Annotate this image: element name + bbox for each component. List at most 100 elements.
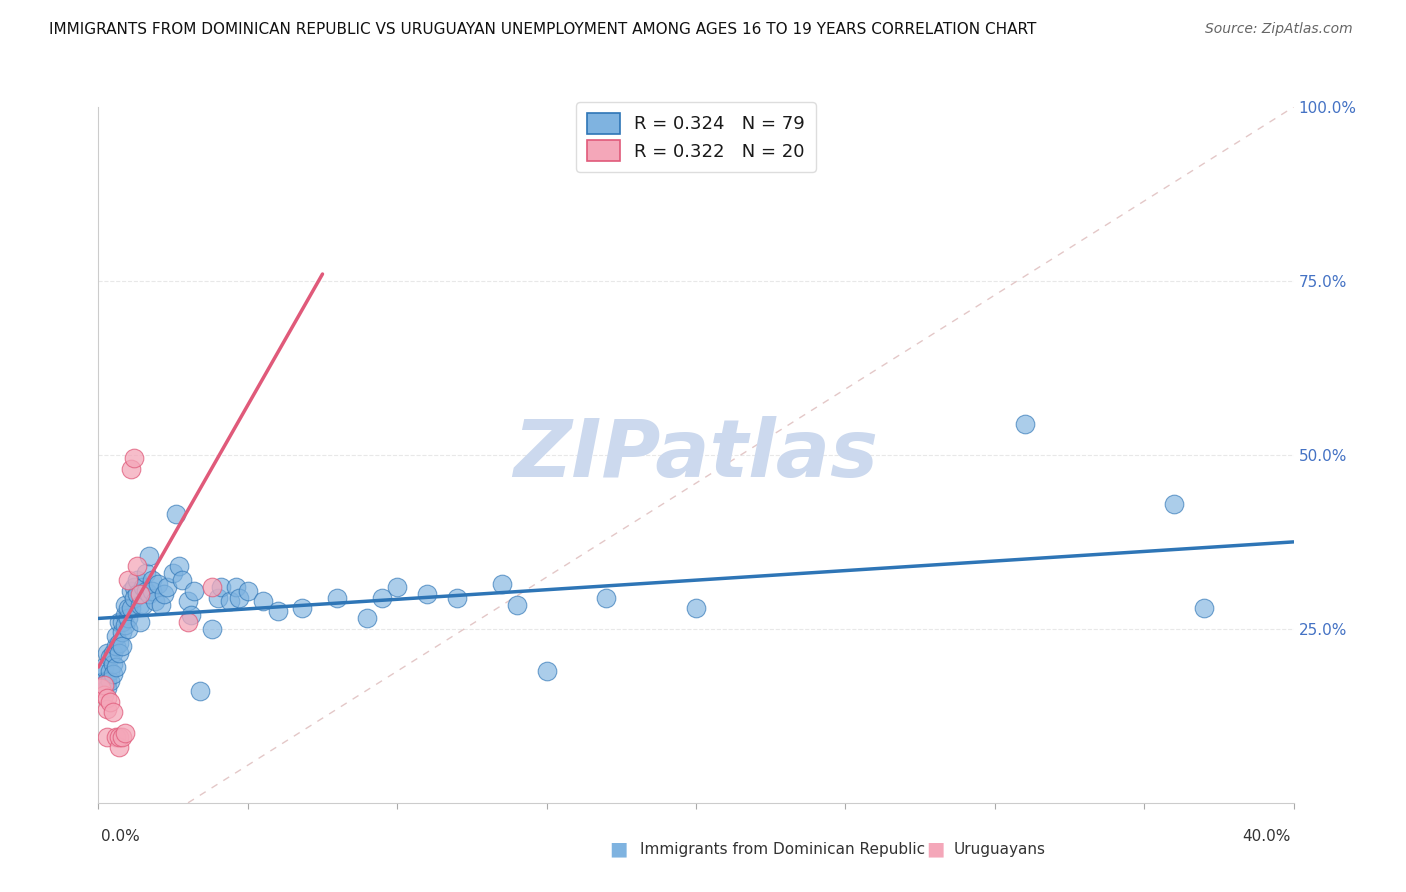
- Point: [111, 615, 134, 629]
- Point: [219, 594, 242, 608]
- Point: [108, 636, 131, 650]
- Point: [267, 605, 290, 619]
- Point: [153, 587, 176, 601]
- Point: [132, 598, 155, 612]
- Point: [105, 730, 128, 744]
- Text: ■: ■: [925, 839, 945, 859]
- Point: [135, 566, 157, 581]
- Point: [172, 573, 194, 587]
- Point: [225, 580, 247, 594]
- Point: [162, 566, 184, 581]
- Point: [114, 618, 136, 632]
- Point: [141, 583, 163, 598]
- Text: IMMIGRANTS FROM DOMINICAN REPUBLIC VS URUGUAYAN UNEMPLOYMENT AMONG AGES 16 TO 19: IMMIGRANTS FROM DOMINICAN REPUBLIC VS UR…: [49, 22, 1036, 37]
- Point: [103, 706, 125, 720]
- Text: Uruguayans: Uruguayans: [953, 842, 1045, 856]
- Point: [167, 559, 190, 574]
- Point: [129, 615, 152, 629]
- Point: [127, 587, 149, 601]
- Point: [100, 649, 122, 664]
- Point: [291, 601, 314, 615]
- Point: [138, 587, 160, 601]
- Point: [117, 622, 139, 636]
- Point: [143, 594, 166, 608]
- Point: [183, 583, 205, 598]
- Legend: R = 0.324   N = 79, R = 0.322   N = 20: R = 0.324 N = 79, R = 0.322 N = 20: [576, 103, 815, 172]
- Point: [100, 695, 122, 709]
- Point: [93, 688, 115, 702]
- Point: [228, 591, 250, 605]
- Point: [90, 681, 112, 695]
- Point: [120, 601, 142, 615]
- Text: Immigrants from Dominican Republic: Immigrants from Dominican Republic: [640, 842, 925, 856]
- Point: [188, 684, 211, 698]
- Point: [685, 601, 707, 615]
- Text: ■: ■: [609, 839, 628, 859]
- Point: [536, 664, 558, 678]
- Text: ZIPatlas: ZIPatlas: [513, 416, 879, 494]
- Point: [96, 681, 118, 695]
- Point: [103, 657, 125, 671]
- Point: [96, 646, 118, 660]
- Point: [105, 629, 128, 643]
- Point: [207, 591, 229, 605]
- Point: [105, 660, 128, 674]
- Point: [93, 674, 115, 689]
- Point: [90, 667, 112, 681]
- Point: [201, 580, 224, 594]
- Point: [356, 611, 378, 625]
- Point: [236, 583, 259, 598]
- Point: [108, 730, 131, 744]
- Point: [209, 580, 232, 594]
- Point: [252, 594, 274, 608]
- Point: [114, 598, 136, 612]
- Point: [111, 625, 134, 640]
- Point: [150, 598, 173, 612]
- Point: [595, 591, 617, 605]
- Point: [506, 598, 529, 612]
- Point: [124, 591, 146, 605]
- Point: [114, 607, 136, 622]
- Point: [117, 573, 139, 587]
- Text: Source: ZipAtlas.com: Source: ZipAtlas.com: [1205, 22, 1353, 37]
- Point: [105, 639, 128, 653]
- Point: [108, 646, 131, 660]
- Point: [135, 583, 157, 598]
- Point: [156, 580, 179, 594]
- Point: [100, 674, 122, 689]
- Point: [124, 580, 146, 594]
- Point: [177, 615, 200, 629]
- Point: [127, 559, 149, 574]
- Point: [132, 580, 155, 594]
- Point: [148, 576, 170, 591]
- Text: 40.0%: 40.0%: [1243, 830, 1291, 844]
- Point: [138, 549, 160, 563]
- Point: [124, 451, 146, 466]
- Point: [103, 667, 125, 681]
- Point: [177, 594, 200, 608]
- Point: [114, 726, 136, 740]
- Point: [385, 580, 409, 594]
- Point: [416, 587, 439, 601]
- Point: [165, 507, 187, 521]
- Point: [491, 576, 513, 591]
- Point: [120, 583, 142, 598]
- Point: [111, 639, 134, 653]
- Point: [96, 730, 118, 744]
- Point: [1163, 497, 1185, 511]
- Point: [96, 702, 118, 716]
- Point: [1192, 601, 1215, 615]
- Point: [371, 591, 394, 605]
- Point: [93, 677, 115, 691]
- Point: [93, 660, 115, 674]
- Point: [96, 674, 118, 689]
- Point: [103, 646, 125, 660]
- Point: [117, 601, 139, 615]
- Point: [129, 598, 152, 612]
- Text: 0.0%: 0.0%: [101, 830, 141, 844]
- Point: [1014, 417, 1036, 431]
- Point: [201, 622, 224, 636]
- Point: [141, 573, 163, 587]
- Point: [129, 587, 152, 601]
- Point: [446, 591, 468, 605]
